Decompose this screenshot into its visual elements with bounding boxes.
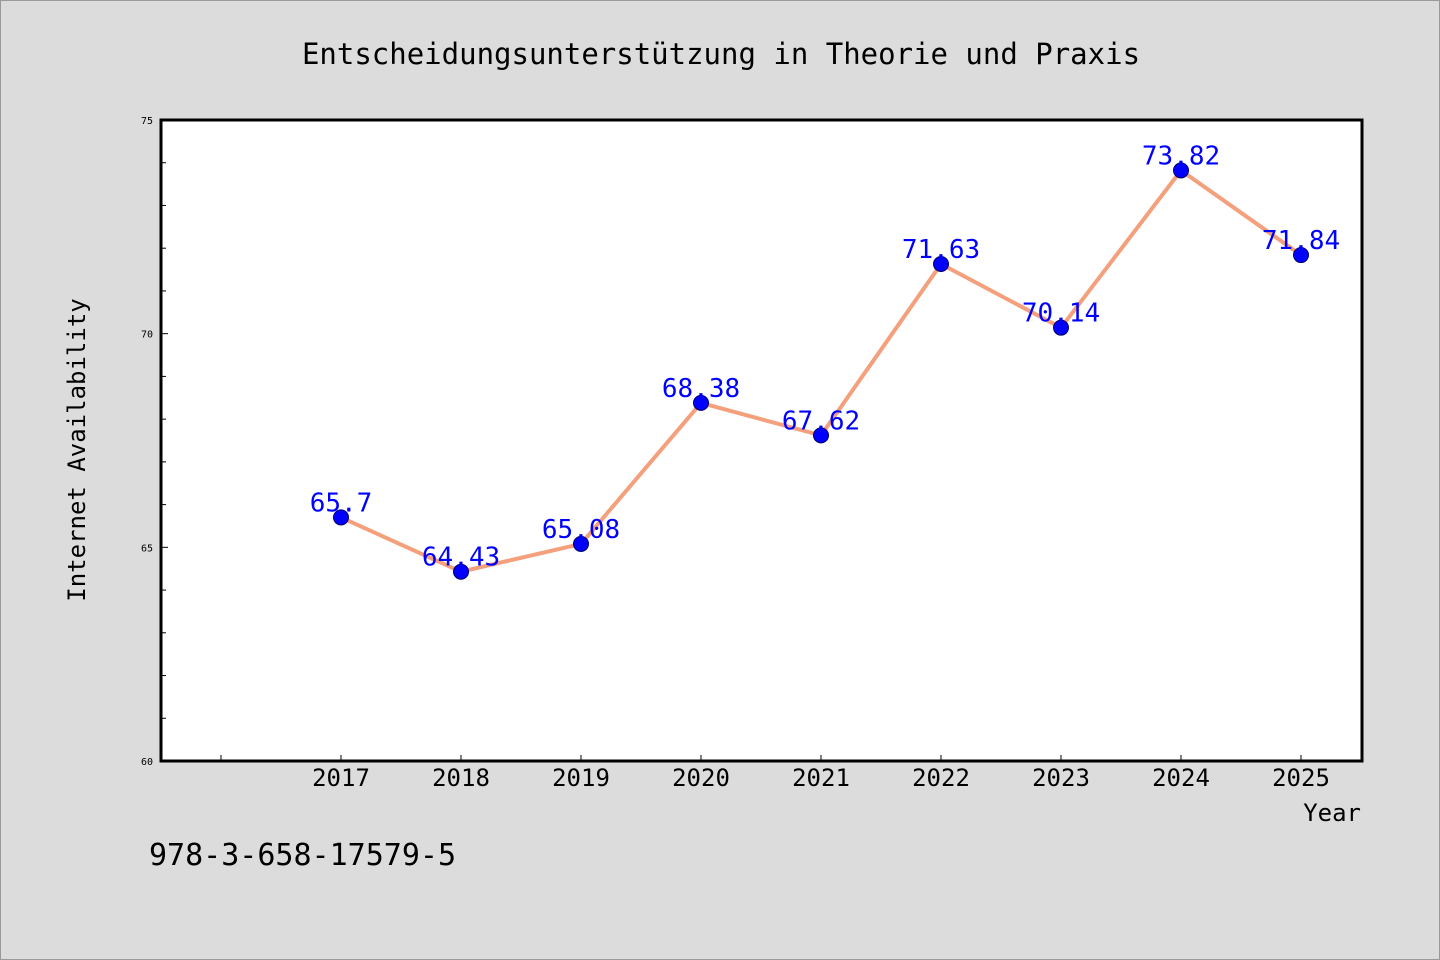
x-axis: 2017 2018 2019 2020 2021 2022 2023 2024 2025: [220, 755, 1330, 792]
data-label: 65.7: [310, 488, 373, 518]
isbn-annotation: 978-3-658-17579-5: [149, 838, 456, 873]
y-tick-label: 60: [141, 757, 153, 768]
data-label: 65.08: [542, 515, 620, 545]
x-tick-label: 2024: [1152, 764, 1210, 792]
data-label: 71.84: [1262, 226, 1340, 256]
data-label: 71.63: [902, 235, 980, 265]
data-point: [453, 563, 469, 580]
data-point: [1053, 319, 1069, 336]
data-point: [1173, 162, 1189, 179]
data-point: [813, 427, 829, 444]
y-tick-label: 65: [141, 543, 153, 554]
x-tick-label: 2023: [1032, 764, 1090, 792]
y-axis: 60 65 70 75: [141, 116, 168, 768]
x-tick-label: 2017: [312, 764, 370, 792]
x-tick-label: 2020: [672, 764, 730, 792]
data-labels: 65.7 64.43 65.08 68.38 67.62 71.63 70.14 73.82 7…: [310, 141, 1340, 572]
y-tick-label: 70: [141, 330, 153, 341]
x-tick-label: 2025: [1272, 764, 1330, 792]
y-tick-label: 75: [141, 116, 153, 127]
data-label: 67.62: [782, 406, 860, 436]
data-point: [333, 509, 349, 526]
x-axis-label: Year: [1303, 799, 1361, 827]
data-label: 70.14: [1022, 299, 1100, 329]
data-point: [573, 535, 589, 552]
data-point: [933, 256, 949, 273]
data-label: 68.38: [662, 374, 740, 404]
x-tick-label: 2021: [792, 764, 850, 792]
chart-title: Entscheidungsunterstützung in Theorie un…: [302, 37, 1140, 71]
data-point: [1293, 247, 1309, 264]
x-tick-label: 2019: [552, 764, 610, 792]
series-layer: [333, 162, 1309, 580]
x-tick-label: 2018: [432, 764, 490, 792]
data-point: [693, 394, 709, 411]
data-label: 64.43: [422, 543, 500, 573]
data-label: 73.82: [1142, 141, 1220, 171]
plot-area: [159, 118, 1364, 763]
x-tick-label: 2022: [912, 764, 970, 792]
y-axis-label: Internet Availability: [63, 298, 91, 601]
